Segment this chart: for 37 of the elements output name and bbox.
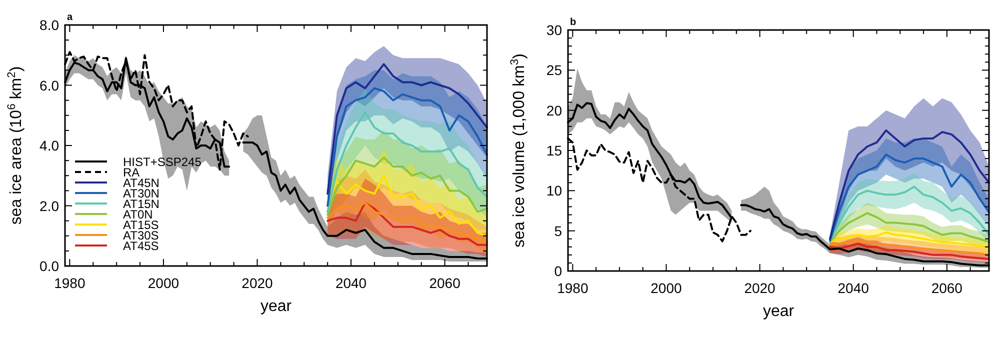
line-series [326, 87, 488, 207]
x-tick-label: 2020 [744, 280, 776, 296]
x-tick-label: 2060 [429, 275, 461, 291]
y-tick-label: 10 [546, 182, 562, 199]
y-tick-label: 20 [546, 102, 562, 118]
y-tick-label: 30 [546, 22, 562, 38]
line-series [326, 63, 488, 195]
y-tick-label: 15 [546, 142, 562, 158]
line-series [828, 240, 990, 256]
line-series [828, 186, 990, 242]
y-tick-label: 0.0 [40, 258, 60, 274]
x-tick-label: 2000 [650, 280, 682, 296]
y-tick-label: 0 [554, 263, 562, 279]
line-series [326, 156, 488, 216]
y-tick-label: 25 [546, 62, 562, 78]
y-tick-label: 4.0 [40, 138, 60, 154]
x-axis-title: year [762, 303, 795, 320]
x-tick-label: 2000 [148, 275, 180, 291]
x-tick-label: 1980 [54, 275, 86, 291]
line-series [828, 212, 990, 244]
x-tick-label: 2040 [335, 275, 367, 291]
y-tick-label: 8.0 [40, 17, 60, 33]
line-series [828, 154, 990, 242]
y-tick-label: 2.0 [40, 198, 60, 214]
y-tick-label: 5 [554, 222, 562, 239]
line-series [828, 231, 990, 249]
chart-title: b [570, 17, 576, 28]
chart-title: a [67, 12, 73, 23]
line-series [326, 111, 488, 213]
x-axis-title: year [260, 298, 292, 315]
x-tick-label: 2040 [838, 280, 870, 296]
line-series [326, 174, 488, 237]
x-tick-label: 1980 [557, 280, 588, 296]
x-tick-label: 2020 [242, 275, 274, 291]
y-tick-label: 6.0 [40, 77, 60, 94]
line-series [828, 242, 990, 260]
x-tick-label: 2060 [931, 280, 963, 296]
